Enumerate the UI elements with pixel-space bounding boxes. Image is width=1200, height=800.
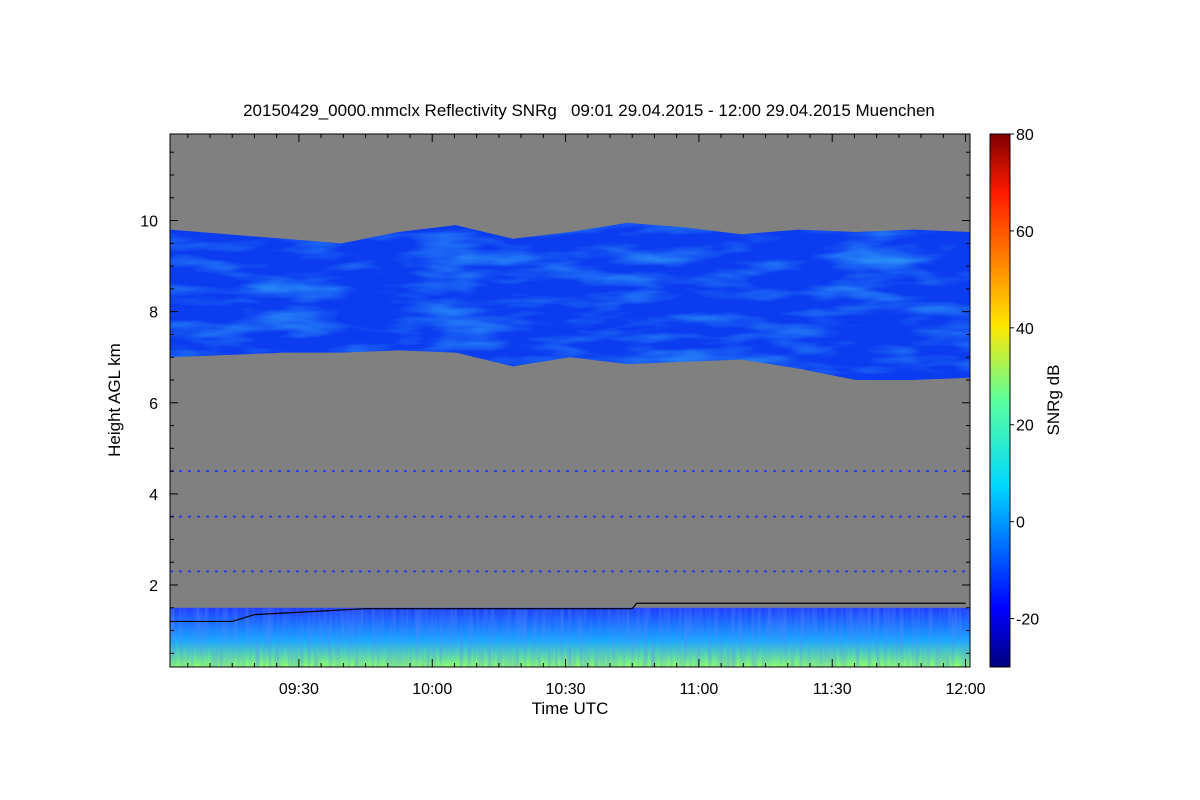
y-axis: 2 4 6 8 10 — [140, 151, 970, 654]
colorbar-axis: -20 0 20 40 60 80 — [1010, 127, 1039, 629]
colorbar-tick-label: 20 — [1016, 418, 1034, 435]
y-tick-label: 6 — [149, 396, 158, 413]
boundary-layer-height-line — [170, 602, 966, 623]
y-tick-label: 2 — [149, 578, 158, 595]
echo-layer — [170, 222, 970, 667]
x-axis-label: Time UTC — [532, 699, 609, 718]
boundary-layer-texture — [170, 607, 970, 667]
colorbar-tick-label: 60 — [1016, 224, 1034, 241]
no-signal-background — [170, 134, 970, 667]
x-tick-label: 12:00 — [946, 681, 986, 698]
colorbar-tick-label: 40 — [1016, 321, 1034, 338]
y-axis-label: Height AGL km — [105, 343, 124, 457]
x-tick-label: 10:00 — [412, 681, 452, 698]
y-tick-label: 8 — [149, 305, 158, 322]
colorbar-tick-label: 80 — [1016, 127, 1034, 144]
y-tick-label: 10 — [140, 214, 158, 231]
colorbar-tick-label: -20 — [1016, 612, 1039, 629]
upper-cloud-streaks — [170, 222, 970, 380]
x-tick-label: 09:30 — [279, 681, 319, 698]
x-tick-label: 10:30 — [546, 681, 586, 698]
chart-title: 20150429_0000.mmclx Reflectivity SNRg 09… — [243, 101, 935, 120]
x-axis: 09:30 10:00 10:30 11:00 11:30 12:00 — [187, 134, 986, 698]
x-tick-label: 11:00 — [679, 681, 718, 698]
plot-frame — [169, 133, 971, 668]
colorbar-tick-label: 0 — [1016, 515, 1025, 532]
colorbar — [989, 133, 1011, 668]
y-tick-label: 4 — [149, 487, 158, 504]
x-tick-label: 11:30 — [813, 681, 852, 698]
colorbar-label: SNRg dB — [1044, 365, 1063, 436]
plot-area — [170, 134, 970, 667]
